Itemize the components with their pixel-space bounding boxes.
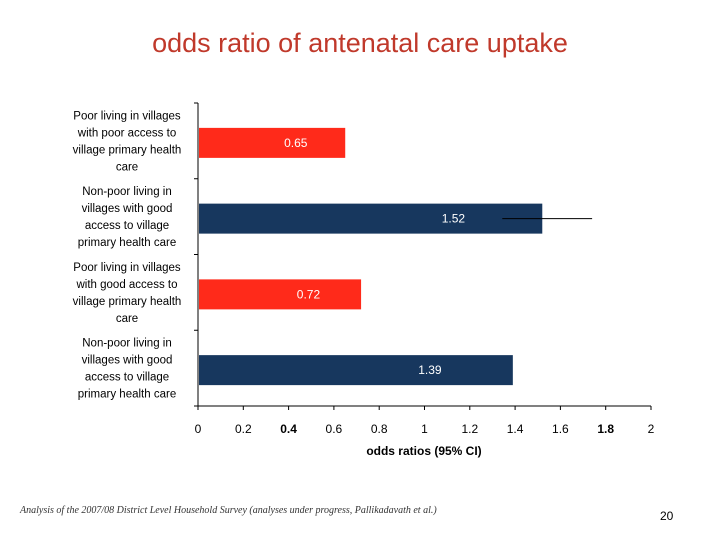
category-label-line: villages with good <box>82 203 173 215</box>
x-tick-label: 0.6 <box>326 422 343 436</box>
x-tick-labels: 0 0.2 0.4 0.6 0.8 1 1.2 1.4 1.6 1.8 2 odds ratios (… <box>195 422 655 458</box>
bar-value-label: 0.65 <box>284 136 308 150</box>
bar-value-label: 0.72 <box>297 287 321 301</box>
category-label-line: primary health care <box>78 389 176 401</box>
bar <box>199 203 543 234</box>
x-tick-label: 1.2 <box>461 422 478 436</box>
bar <box>199 127 346 158</box>
category-label-line: village primary health <box>73 296 182 308</box>
category-label-line: care <box>116 313 138 325</box>
bar <box>199 355 513 386</box>
category-label-line: access to village <box>85 372 169 384</box>
x-tick-label: 1.8 <box>597 422 614 436</box>
category-label-line: Poor living in villages <box>73 110 181 122</box>
x-tick-label: 1 <box>421 422 428 436</box>
bar-value-label: 1.52 <box>442 212 466 226</box>
x-tick-label: 0 <box>195 422 202 436</box>
category-label-line: Non-poor living in <box>82 338 172 350</box>
category-label-line: with good access to <box>75 279 177 291</box>
source-note: Analysis of the 2007/08 District Level H… <box>20 505 437 516</box>
x-tick-label: 1.4 <box>507 422 524 436</box>
x-tick-label: 2 <box>648 422 655 436</box>
category-label-line: with poor access to <box>77 127 176 139</box>
chart-axes <box>194 102 652 410</box>
x-axis-title: odds ratios (95% CI) <box>366 444 481 458</box>
odds-ratio-chart: 0.65 1.52 0.72 1.39 Poor living in villages… <box>73 102 655 458</box>
category-label-line: primary health care <box>78 237 176 249</box>
bar <box>199 279 362 310</box>
category-label-line: care <box>116 161 138 173</box>
x-tick-label: 0.2 <box>235 422 252 436</box>
slide-title: odds ratio of antenatal care uptake <box>152 28 568 58</box>
category-label-line: Poor living in villages <box>73 262 181 274</box>
bar-value-label: 1.39 <box>418 363 442 377</box>
category-label-line: village primary health <box>73 144 182 156</box>
category-label-line: access to village <box>85 220 169 232</box>
x-tick-label: 1.6 <box>552 422 569 436</box>
x-tick-label: 0.8 <box>371 422 388 436</box>
chart-bars: 0.65 1.52 0.72 1.39 <box>199 127 593 386</box>
x-tick-label: 0.4 <box>280 422 297 436</box>
page-number: 20 <box>660 509 674 523</box>
category-labels: Poor living in villages with poor access … <box>73 110 182 400</box>
category-label-line: Non-poor living in <box>82 186 172 198</box>
category-label-line: villages with good <box>82 355 173 367</box>
